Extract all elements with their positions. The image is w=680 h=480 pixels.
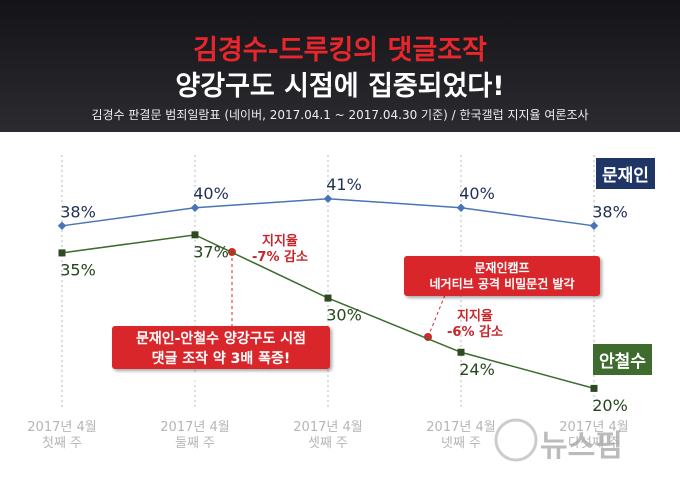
data-label: 38%: [60, 202, 96, 221]
x-tick-label: 2017년 4월 다섯째 주: [559, 420, 629, 451]
annotation-box: 문재인캠프 네거티브 공격 비밀문건 발각: [404, 256, 600, 296]
marker: [457, 348, 465, 356]
marker: [456, 203, 466, 212]
legend-label: 안철수: [593, 344, 652, 375]
data-label: 40%: [193, 184, 229, 203]
data-label: 38%: [592, 202, 628, 221]
x-tick-label: 2017년 4월 셋째 주: [293, 420, 363, 451]
data-label: 40%: [459, 184, 495, 203]
x-tick-label: 2017년 4월 첫째 주: [27, 420, 97, 451]
data-label: 30%: [326, 306, 362, 325]
data-label: 35%: [60, 260, 96, 279]
data-label: 41%: [326, 175, 362, 194]
annotation: 지지율 -6% 감소: [447, 309, 503, 340]
annotation-box: 문재인-안철수 양강구도 시점 댓글 조작 약 3배 폭증!: [112, 326, 330, 369]
header: 김경수-드루킹의 댓글조작 양강구도 시점에 집중되었다! 김경수 판결문 범죄…: [0, 0, 680, 132]
marker: [57, 221, 67, 231]
marker: [324, 294, 332, 302]
x-tick-label: 2017년 4월 둘째 주: [160, 420, 230, 451]
marker: [190, 203, 200, 212]
caption: 김경수 판결문 범죄일람표 (네이버, 2017.04.1 ~ 2017.04.…: [91, 108, 589, 122]
marker: [589, 221, 599, 231]
data-label: 20%: [592, 396, 628, 415]
marker: [590, 384, 598, 392]
chart-subtitle: 양강구도 시점에 집중되었다!: [175, 71, 505, 102]
marker: [58, 249, 66, 257]
annotation: 지지율 -7% 감소: [252, 234, 308, 265]
data-label: 24%: [459, 360, 495, 379]
legend-label: 문재인: [596, 158, 655, 189]
connector: [427, 294, 446, 338]
marker: [191, 231, 199, 239]
chart-title: 김경수-드루킹의 댓글조작: [193, 35, 487, 66]
x-tick-label: 2017년 4월 넷째 주: [426, 420, 496, 451]
data-label: 37%: [193, 242, 229, 261]
marker: [323, 194, 333, 203]
logo: [494, 418, 538, 462]
watermark: 뉴스핌: [540, 429, 623, 464]
annotation-note: (1,106,419 번 클릭): [170, 373, 271, 384]
